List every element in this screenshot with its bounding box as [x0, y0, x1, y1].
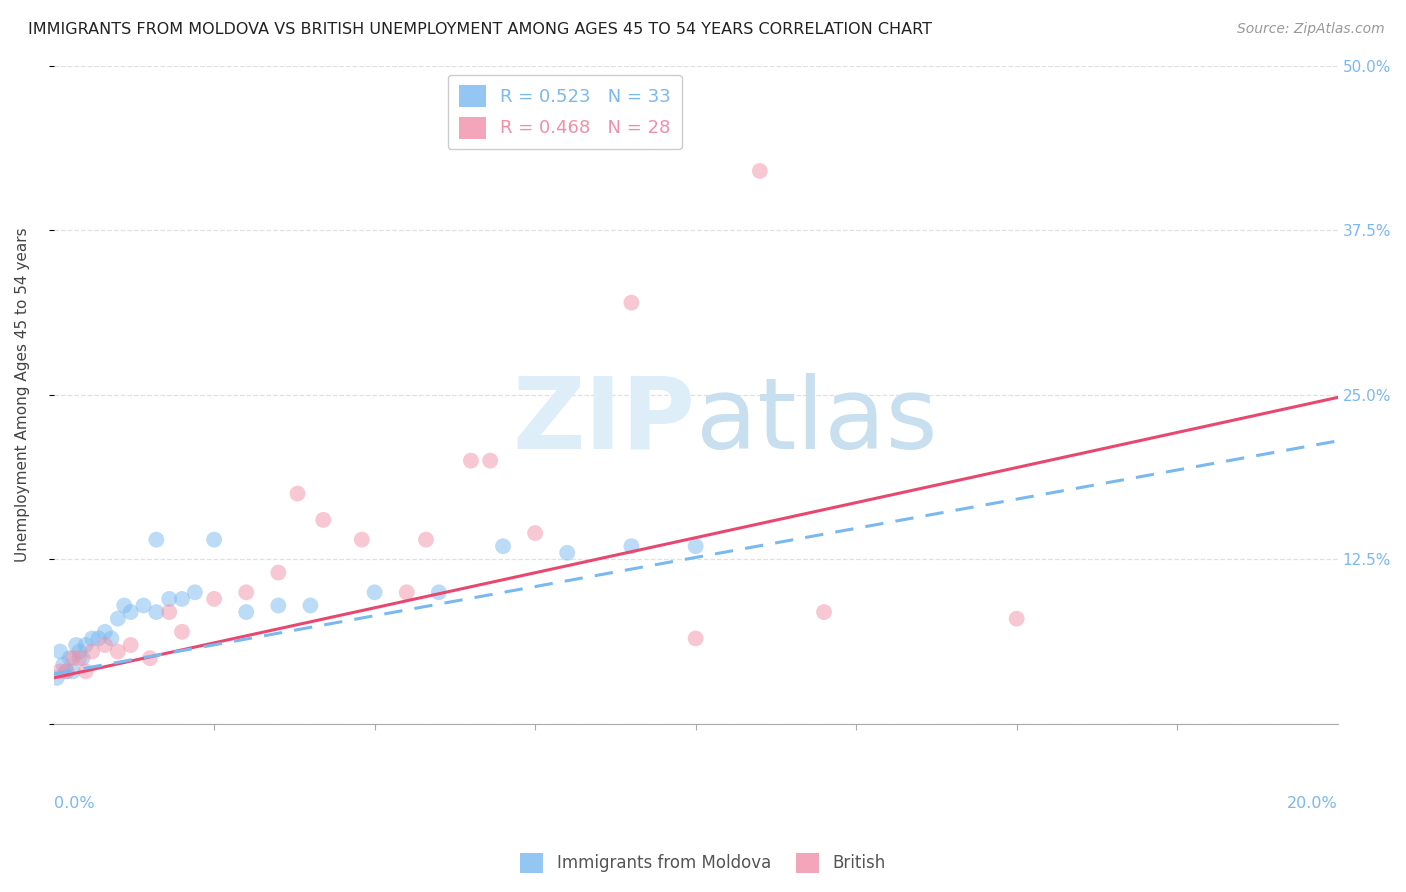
Point: [55, 665, 77, 679]
Point: [267, 566, 290, 580]
Point: [67, 651, 90, 665]
Point: [170, 591, 193, 606]
Point: [67, 644, 90, 658]
Point: [107, 644, 129, 658]
Point: [620, 295, 643, 310]
Point: [59, 651, 82, 665]
Point: [120, 605, 142, 619]
Point: [202, 533, 225, 547]
Point: [82, 644, 104, 658]
Text: 20.0%: 20.0%: [1286, 797, 1337, 812]
Point: [49, 644, 72, 658]
Text: ZIP: ZIP: [513, 373, 696, 470]
Point: [299, 599, 322, 613]
Point: [415, 533, 437, 547]
Point: [87, 632, 110, 646]
Point: [620, 539, 643, 553]
Point: [82, 632, 104, 646]
Point: [170, 624, 193, 639]
Point: [235, 585, 257, 599]
Point: [350, 533, 373, 547]
Point: [120, 638, 142, 652]
Point: [1005, 612, 1028, 626]
Point: [100, 632, 122, 646]
Text: 0.0%: 0.0%: [53, 797, 94, 812]
Point: [94, 624, 117, 639]
Point: [75, 665, 97, 679]
Point: [312, 513, 335, 527]
Text: IMMIGRANTS FROM MOLDOVA VS BRITISH UNEMPLOYMENT AMONG AGES 45 TO 54 YEARS CORREL: IMMIGRANTS FROM MOLDOVA VS BRITISH UNEMP…: [28, 22, 932, 37]
Point: [287, 486, 309, 500]
Point: [157, 605, 180, 619]
Point: [202, 591, 225, 606]
Point: [65, 638, 87, 652]
Point: [460, 453, 482, 467]
Point: [363, 585, 385, 599]
Point: [94, 638, 117, 652]
Point: [62, 665, 84, 679]
Point: [145, 533, 167, 547]
Point: [107, 612, 129, 626]
Point: [157, 591, 180, 606]
Point: [395, 585, 418, 599]
Point: [52, 657, 75, 672]
Point: [235, 605, 257, 619]
Point: [427, 585, 450, 599]
Point: [524, 526, 547, 541]
Text: Source: ZipAtlas.com: Source: ZipAtlas.com: [1237, 22, 1385, 37]
Point: [72, 651, 94, 665]
Point: [139, 651, 162, 665]
Point: [479, 453, 502, 467]
Point: [145, 605, 167, 619]
Point: [685, 539, 707, 553]
Point: [748, 164, 770, 178]
Point: [75, 638, 97, 652]
Point: [45, 671, 67, 685]
Point: [685, 632, 707, 646]
Point: [49, 665, 72, 679]
Point: [112, 599, 135, 613]
Point: [492, 539, 515, 553]
Point: [62, 651, 84, 665]
Point: [132, 599, 155, 613]
Legend: R = 0.523   N = 33, R = 0.468   N = 28: R = 0.523 N = 33, R = 0.468 N = 28: [449, 75, 682, 149]
Point: [184, 585, 207, 599]
Point: [813, 605, 835, 619]
Point: [55, 665, 77, 679]
Text: atlas: atlas: [696, 373, 938, 470]
Y-axis label: Unemployment Among Ages 45 to 54 years: Unemployment Among Ages 45 to 54 years: [15, 227, 30, 562]
Point: [267, 599, 290, 613]
Point: [555, 546, 578, 560]
Legend: Immigrants from Moldova, British: Immigrants from Moldova, British: [513, 847, 893, 880]
